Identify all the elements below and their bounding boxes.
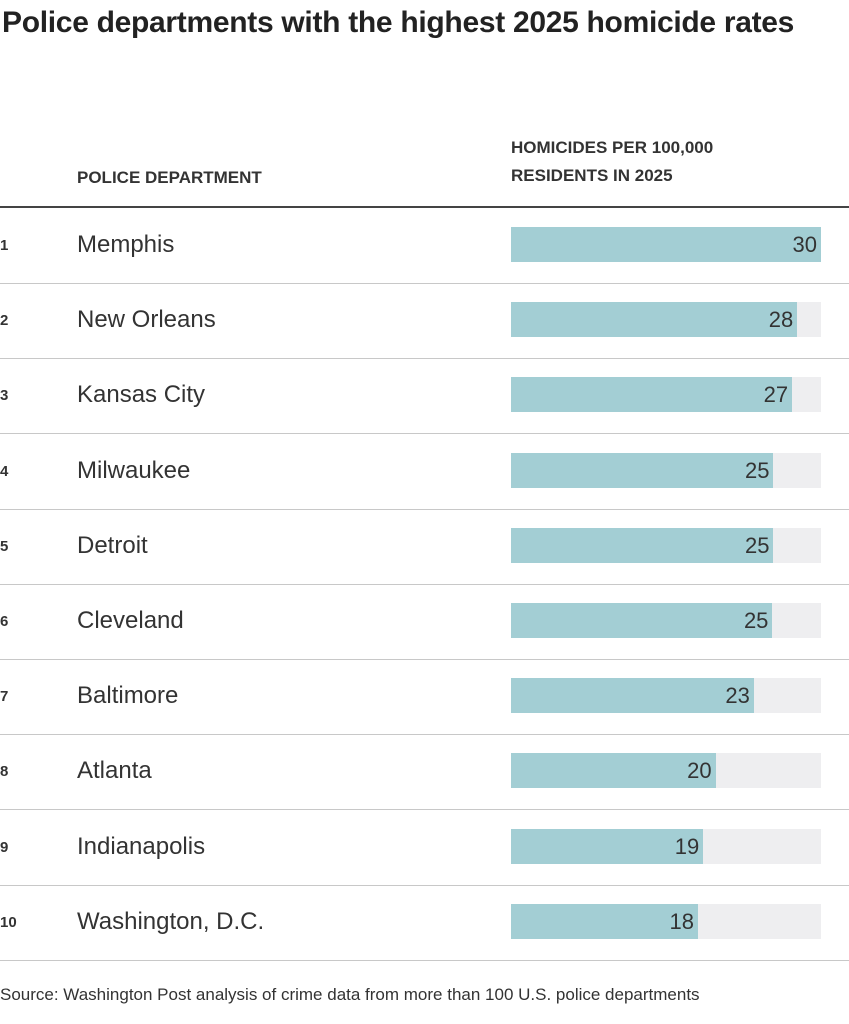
table-row: 7 Baltimore 23 (0, 659, 849, 736)
data-label: 28 (768, 307, 794, 333)
rank: 5 (0, 537, 9, 555)
data-label: 30 (792, 232, 817, 257)
rank: 4 (0, 462, 9, 480)
bar-track: 28 (511, 302, 821, 338)
table-row: 4 Milwaukee 25 (0, 434, 849, 510)
table-row: 10 Washington, D.C. 18 (0, 885, 849, 961)
department-name: Detroit (77, 531, 148, 559)
bar-track: 30 (511, 227, 821, 262)
column-header-value-line1: HOMICIDES PER 100,000 (511, 138, 714, 157)
bar-track: 25 (511, 527, 821, 563)
table-row: 1 Memphis 30 (0, 208, 849, 284)
bar-track: 27 (511, 377, 821, 413)
table-row: 2 New Orleans 28 (0, 283, 849, 360)
data-label: 18 (669, 908, 695, 934)
table-row: 3 Kansas City 27 (0, 358, 849, 435)
rank: 7 (0, 688, 9, 706)
bar: 27 (511, 377, 793, 413)
chart-title: Police departments with the highest 2025… (2, 6, 795, 39)
table-row: 9 Indianapolis 19 (0, 810, 849, 886)
bar: 25 (511, 527, 774, 563)
rank: 9 (0, 838, 9, 856)
header-divider (0, 206, 849, 208)
bar: 18 (511, 903, 699, 939)
rank: 1 (0, 237, 9, 254)
rank: 3 (0, 387, 9, 405)
bar: 23 (511, 678, 754, 714)
column-header-department: POLICE DEPARTMENT (77, 168, 262, 187)
rank: 6 (0, 613, 9, 630)
table-row: 5 Detroit 25 (0, 509, 849, 585)
bar: 30 (511, 227, 821, 262)
table-row: 8 Atlanta 20 (0, 734, 849, 811)
bar: 25 (511, 452, 774, 488)
data-label: 19 (674, 833, 700, 859)
bar: 20 (511, 753, 716, 789)
bar-track: 25 (511, 603, 821, 638)
department-name: Atlanta (77, 757, 152, 785)
bar-track: 25 (511, 452, 821, 488)
department-name: Baltimore (77, 682, 179, 710)
column-header-value-line2: RESIDENTS IN 2025 (511, 166, 673, 185)
data-label: 27 (763, 382, 789, 408)
bar-track: 20 (511, 753, 821, 789)
data-label: 23 (725, 683, 750, 709)
data-label: 25 (744, 457, 770, 483)
table-row: 6 Cleveland 25 (0, 584, 849, 660)
department-name: Kansas City (77, 381, 206, 409)
department-name: Washington, D.C. (77, 907, 265, 935)
rank: 2 (0, 312, 9, 330)
department-name: New Orleans (77, 306, 216, 334)
data-label: 25 (743, 608, 769, 633)
department-name: Indianapolis (77, 832, 206, 860)
rank: 10 (0, 913, 17, 931)
rank: 8 (0, 763, 9, 781)
department-name: Milwaukee (77, 456, 191, 484)
bar-track: 18 (511, 903, 821, 939)
data-label: 25 (744, 532, 770, 558)
bar: 19 (511, 828, 704, 864)
bar-track: 23 (511, 678, 821, 714)
department-name: Cleveland (77, 607, 184, 634)
source-note: Source: Washington Post analysis of crim… (0, 985, 700, 1004)
bar-track: 19 (511, 828, 821, 864)
department-name: Memphis (77, 231, 175, 258)
bar: 28 (511, 302, 798, 338)
data-label: 20 (687, 758, 712, 784)
bar: 25 (511, 603, 773, 638)
